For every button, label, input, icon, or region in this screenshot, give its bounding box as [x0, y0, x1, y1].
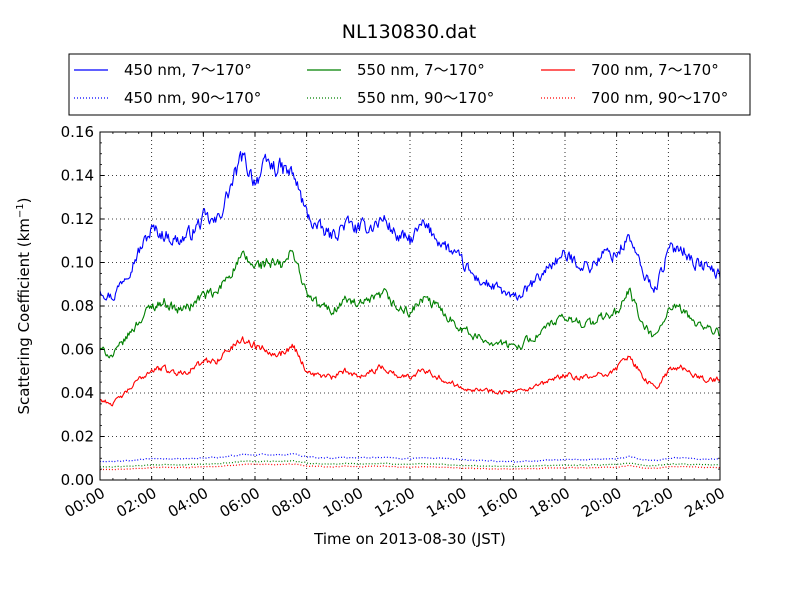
y-axis-title-superscript: −1 [15, 203, 26, 218]
y-tick-label: 0.10 [61, 254, 94, 272]
x-tick-label: 08:00 [268, 484, 314, 521]
x-tick-label: 24:00 [682, 484, 728, 521]
y-axis-title: Scattering Coefficient (km−1) [15, 197, 33, 414]
y-tick-label: 0.14 [61, 167, 94, 185]
y-axis-title-main: Scattering Coefficient (km [15, 218, 33, 414]
x-tick-label: 04:00 [165, 484, 211, 521]
legend-label: 700 nm, 7～170° [591, 61, 719, 79]
legend: 450 nm, 7～170° 550 nm, 7～170° 700 nm, 7～17… [68, 53, 751, 116]
y-tick-label: 0.12 [61, 210, 94, 228]
y-tick-label: 0.04 [61, 384, 94, 402]
x-tick-label: 14:00 [423, 484, 469, 521]
legend-label: 450 nm, 90～170° [124, 89, 261, 107]
legend-label: 700 nm, 90～170° [591, 89, 728, 107]
x-tick-label: 10:00 [320, 484, 366, 521]
grid [100, 132, 720, 480]
y-axis-title-tail: ) [15, 197, 33, 203]
x-tick-label: 16:00 [475, 484, 521, 521]
series-line [99, 336, 721, 407]
series-layer [99, 151, 721, 471]
series-line [99, 463, 721, 471]
legend-frame [68, 53, 751, 116]
y-tick-label: 0.06 [61, 341, 94, 359]
legend-label: 550 nm, 90～170° [357, 89, 494, 107]
legend-label: 550 nm, 7～170° [357, 61, 485, 79]
series-line [99, 249, 721, 359]
legend-label: 450 nm, 7～170° [124, 61, 252, 79]
y-tick-label: 0.00 [61, 471, 94, 489]
series-line [99, 151, 721, 301]
x-tick-label: 00:00 [62, 484, 108, 521]
x-tick-label: 02:00 [113, 484, 159, 521]
y-axis: 0.00 0.02 0.04 0.06 0.08 0.10 0.12 0.14 0.16 [61, 123, 720, 489]
y-tick-label: 0.16 [61, 123, 94, 141]
x-tick-label: 22:00 [630, 484, 676, 521]
y-tick-label: 0.02 [61, 428, 94, 446]
series-line [99, 453, 720, 463]
y-tick-label: 0.08 [61, 297, 94, 315]
x-tick-label: 06:00 [217, 484, 263, 521]
x-tick-label: 18:00 [527, 484, 573, 521]
x-axis-title: Time on 2013-08-30 (JST) [313, 530, 506, 548]
x-tick-label: 20:00 [578, 484, 624, 521]
chart-title: NL130830.dat [342, 21, 477, 43]
x-axis: 00:00 02:00 04:00 06:00 08:00 10:00 12:00 14:00… [62, 132, 728, 521]
x-tick-label: 12:00 [372, 484, 418, 521]
series-line [99, 460, 720, 468]
